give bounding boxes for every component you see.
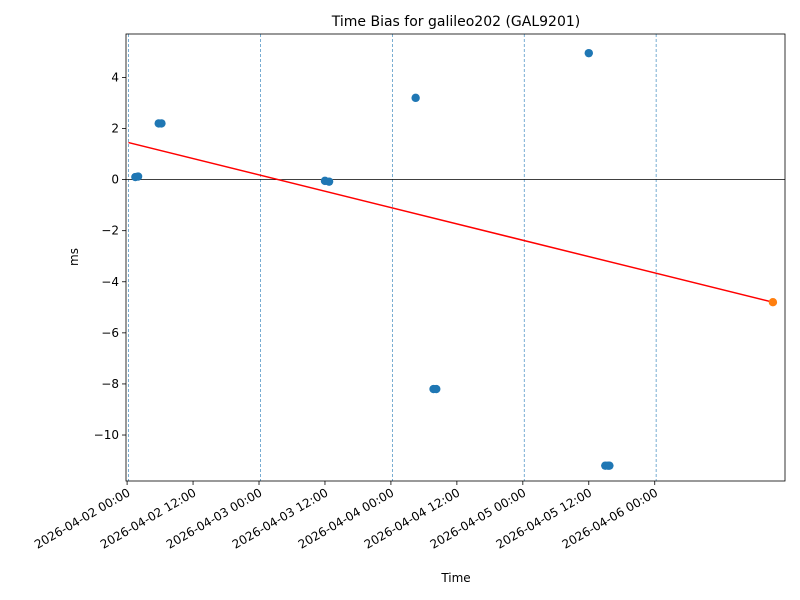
x-axis-label: Time bbox=[440, 571, 470, 585]
data-point bbox=[432, 384, 441, 394]
data-point bbox=[411, 93, 420, 103]
chart-title: Time Bias for galileo202 (GAL9201) bbox=[331, 14, 581, 30]
plot-frame bbox=[125, 33, 786, 482]
y-tick-label: 0 bbox=[111, 173, 119, 187]
trend-line bbox=[128, 141, 774, 303]
data-point bbox=[133, 172, 143, 181]
y-tick-label: 2 bbox=[111, 122, 119, 136]
data-point bbox=[768, 298, 778, 307]
y-tick-label: −8 bbox=[101, 377, 119, 391]
y-tick-label: −4 bbox=[101, 275, 119, 289]
y-tick-label: 4 bbox=[111, 70, 119, 84]
y-tick-label: −10 bbox=[94, 428, 119, 442]
data-point bbox=[324, 177, 334, 186]
data-point bbox=[157, 119, 166, 128]
data-point bbox=[584, 48, 593, 58]
y-axis-label: ms bbox=[67, 248, 81, 266]
y-tick-label: −2 bbox=[101, 224, 119, 238]
data-point bbox=[605, 461, 614, 470]
y-tick-label: −6 bbox=[101, 326, 119, 340]
